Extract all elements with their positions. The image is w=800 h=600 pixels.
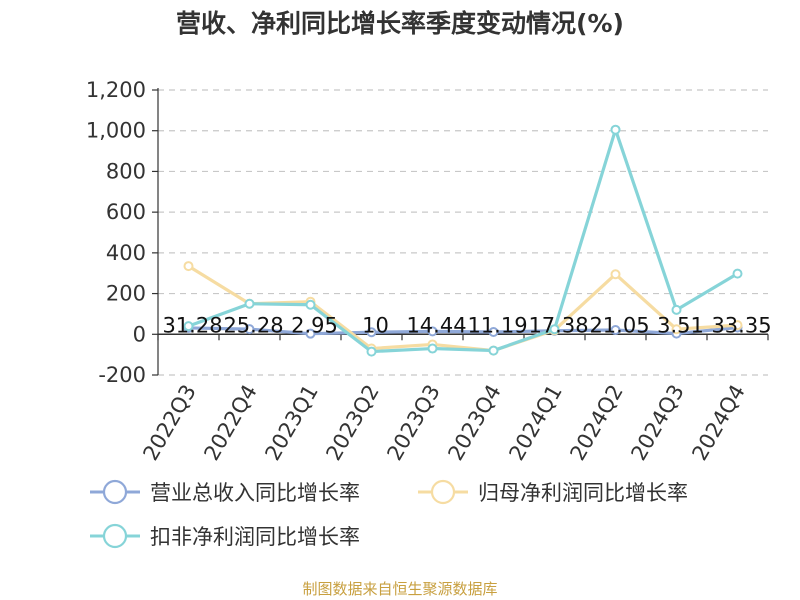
data-point	[305, 299, 316, 310]
series-layer	[183, 124, 743, 357]
data-label: 11.19	[467, 313, 527, 337]
x-tick-label: 2024Q4	[687, 381, 749, 465]
grid	[158, 89, 768, 376]
legend-label: 归母净利润同比增长率	[478, 481, 688, 505]
y-tick-label: 0	[133, 322, 146, 346]
series-line	[188, 325, 738, 336]
data-point	[671, 304, 682, 315]
y-tick-label: 200	[106, 282, 146, 306]
data-point	[183, 321, 194, 332]
data-label: 2.95	[291, 313, 338, 337]
data-point	[671, 324, 682, 335]
legend-label: 营业总收入同比增长率	[150, 481, 360, 505]
data-point	[183, 261, 194, 272]
chart-title: 营收、净利同比增长率季度变动情况(%)	[176, 9, 624, 38]
y-tick-label: 800	[106, 159, 146, 183]
data-point	[732, 320, 743, 331]
data-label: 21.05	[589, 313, 649, 337]
data-point	[366, 327, 377, 338]
y-tick-label: 400	[106, 241, 146, 265]
x-tick-label: 2023Q2	[321, 381, 383, 465]
legend-label: 扣非净利润同比增长率	[150, 525, 360, 549]
legend-marker	[102, 479, 128, 505]
series-2	[183, 261, 743, 356]
data-point	[488, 345, 499, 356]
x-tick-label: 2023Q1	[260, 381, 322, 465]
label-layer: 31.28 25.28 2.95 10 14.44 11.19 17.38 21.05 3.51…	[162, 313, 771, 337]
x-tick-label: 2024Q2	[565, 381, 627, 465]
x-tick-label: 2022Q4	[199, 381, 261, 465]
data-label: 25.28	[223, 313, 283, 337]
legend-item[interactable]: 扣非净利润同比增长率	[90, 523, 360, 549]
x-axis: 2022Q32022Q42023Q12023Q22023Q32023Q42024…	[138, 333, 769, 465]
data-point	[427, 326, 438, 337]
y-axis: -200 0 200 400 600 800 1,000 1,200	[86, 78, 159, 387]
data-point	[732, 268, 743, 279]
data-point	[427, 343, 438, 354]
x-tick-label: 2024Q3	[626, 381, 688, 465]
legend-item[interactable]: 归母净利润同比增长率	[418, 479, 688, 505]
x-tick-label: 2022Q3	[138, 381, 200, 465]
series-3	[183, 124, 743, 357]
legend-marker	[430, 479, 456, 505]
data-point	[488, 327, 499, 338]
x-tick-label: 2024Q1	[504, 381, 566, 465]
x-tick-label: 2023Q3	[382, 381, 444, 465]
y-tick-label: 1,000	[86, 119, 146, 143]
data-label: 3.51	[657, 313, 704, 337]
data-point	[366, 346, 377, 357]
source-note: 制图数据来自恒生聚源数据库	[302, 580, 497, 598]
legend-item[interactable]: 营业总收入同比增长率	[90, 479, 360, 505]
series-line	[187, 128, 739, 354]
data-point	[610, 269, 621, 280]
data-label: 17.38	[528, 313, 588, 337]
data-point	[305, 328, 316, 339]
y-tick-label: -200	[98, 363, 146, 387]
legend-marker	[102, 523, 128, 549]
data-point	[244, 324, 255, 335]
data-label: 10	[362, 313, 389, 337]
data-point	[549, 324, 560, 335]
data-label: 31.28	[162, 313, 222, 337]
data-label: 33.35	[711, 313, 771, 337]
data-label: 14.44	[406, 313, 466, 337]
x-tick-label: 2023Q4	[443, 381, 505, 465]
data-point	[244, 298, 255, 309]
data-point	[610, 124, 621, 135]
y-tick-label: 600	[106, 200, 146, 224]
y-tick-label: 1,200	[86, 78, 146, 102]
data-point	[610, 325, 621, 336]
